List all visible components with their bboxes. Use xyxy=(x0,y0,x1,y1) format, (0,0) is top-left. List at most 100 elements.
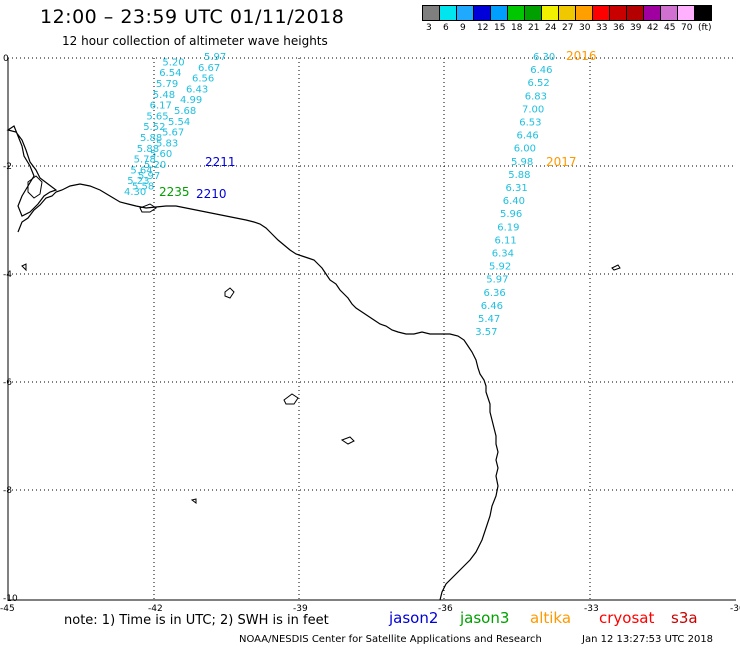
wave-height-value: 6.67 xyxy=(198,63,220,74)
latitude-label: -4 xyxy=(3,270,12,280)
scale-swatch xyxy=(456,5,473,21)
wave-height-value: 6.36 xyxy=(484,288,506,299)
wave-height-value: 5.58 xyxy=(132,182,154,193)
wave-height-value: 6.43 xyxy=(186,84,208,95)
altimeter-track-left-a: 5.97 5.20 6.67 6.54 6.56 5.79 6.43 5.48 4.99 6.17… xyxy=(124,52,226,198)
wave-height-value: 5.88 xyxy=(140,133,162,144)
scale-swatch xyxy=(677,5,694,21)
scale-swatch xyxy=(490,5,507,21)
island-coast-north xyxy=(6,125,58,217)
island-small-2 xyxy=(340,436,355,445)
scale-swatch xyxy=(626,5,643,21)
scale-label: 30 xyxy=(579,23,591,33)
pass-time-label: 2016 xyxy=(566,49,597,63)
wave-height-value: 5.97 xyxy=(486,275,508,286)
scale-swatch xyxy=(694,5,712,21)
wave-height-value: 5.65 xyxy=(146,111,168,122)
wave-height-value: 6.52 xyxy=(528,78,550,89)
island-small-4 xyxy=(21,263,27,272)
map-frame xyxy=(7,58,736,601)
longitude-label: -42 xyxy=(148,604,163,614)
scale-swatch xyxy=(524,5,541,21)
wave-height-value: 5.47 xyxy=(478,314,500,325)
scale-swatch xyxy=(660,5,677,21)
scale-label: 36 xyxy=(613,23,625,33)
wave-height-value: 5.79 xyxy=(156,79,178,90)
scale-label: 15 xyxy=(494,23,506,33)
wave-height-value: 6.17 xyxy=(150,101,172,112)
island-marajo xyxy=(27,175,43,199)
scale-label: 39 xyxy=(630,23,642,33)
coastline-brazil xyxy=(17,183,499,601)
latitude-label: -10 xyxy=(3,594,18,604)
wave-height-value: 6.53 xyxy=(519,118,541,129)
scale-label: (ft) xyxy=(698,23,712,33)
wave-height-value: 7.00 xyxy=(522,104,544,115)
latitude-label: 0 xyxy=(3,54,9,64)
scale-swatch xyxy=(609,5,626,21)
wave-height-value: 6.56 xyxy=(192,74,214,85)
latitude-label: -2 xyxy=(3,162,12,172)
scale-label: 33 xyxy=(596,23,608,33)
scale-swatch xyxy=(541,5,558,21)
wave-height-value: 5.88 xyxy=(508,170,530,181)
longitude-label: -30 xyxy=(730,604,740,614)
longitude-label: -39 xyxy=(293,604,308,614)
scale-label: 70 xyxy=(681,23,693,33)
wave-height-value: 5.54 xyxy=(168,117,190,128)
wave-height-value: 5.20 xyxy=(144,160,166,171)
wave-height-value: 5.97 xyxy=(204,52,226,63)
wave-height-value: 6.54 xyxy=(159,68,181,79)
island-rocas xyxy=(224,287,235,299)
wave-height-value: 4.30 xyxy=(124,187,146,198)
scale-label: 9 xyxy=(460,23,466,33)
satellite-legend-item: cryosat xyxy=(599,609,655,627)
scale-swatch xyxy=(558,5,575,21)
wave-height-value: 5.78 xyxy=(134,155,156,166)
scale-swatch xyxy=(575,5,592,21)
scale-label: 21 xyxy=(528,23,540,33)
scale-label: 27 xyxy=(562,23,574,33)
wave-height-value: 6.40 xyxy=(503,196,525,207)
pass-time-labels: 2016 2017 2211 2235 2210 xyxy=(159,49,597,201)
island-small-1 xyxy=(139,203,157,213)
wave-height-value: 5.92 xyxy=(489,262,511,273)
footer-note: note: 1) Time is in UTC; 2) SWH is in fe… xyxy=(64,613,329,628)
island-small-5 xyxy=(190,498,197,504)
wave-height-value: 6.46 xyxy=(517,131,539,142)
scale-label: 18 xyxy=(511,23,523,33)
wave-height-value: 5.83 xyxy=(156,138,178,149)
island-small-3 xyxy=(611,264,621,271)
credit-line: NOAA/NESDIS Center for Satellite Applica… xyxy=(239,634,542,645)
satellite-legend-item: jason2 xyxy=(389,609,439,627)
pass-time-label: 2235 xyxy=(159,185,190,199)
wave-height-value: 5.23 xyxy=(127,176,149,187)
wave-height-value: 5.52 xyxy=(143,122,165,133)
wave-height-value: 5.48 xyxy=(153,90,175,101)
color-scale xyxy=(422,5,712,21)
wave-height-value: 3.57 xyxy=(475,327,497,338)
wave-height-value: 5.68 xyxy=(174,106,196,117)
altimeter-track-right: 6.30 6.46 6.52 6.83 7.00 6.53 6.46 6.00 5.98 5.88… xyxy=(475,52,555,338)
wave-height-value: 5.96 xyxy=(500,209,522,220)
satellite-legend-item: altika xyxy=(530,609,572,627)
scale-label: 42 xyxy=(647,23,659,33)
map-title: 12:00 – 23:59 UTC 01/11/2018 xyxy=(40,6,345,28)
wave-height-value: 6.00 xyxy=(514,144,536,155)
wave-height-value: 6.31 xyxy=(506,183,528,194)
wave-height-value: 5.88 xyxy=(137,144,159,155)
pass-time-label: 2017 xyxy=(546,155,577,169)
scale-swatch xyxy=(592,5,609,21)
wave-height-value: 5.60 xyxy=(150,149,172,160)
scale-swatch xyxy=(507,5,524,21)
wave-height-value: 4.99 xyxy=(180,95,202,106)
map-subtitle: 12 hour collection of altimeter wave hei… xyxy=(62,34,328,48)
latitude-label: -8 xyxy=(3,486,12,496)
scale-label: 24 xyxy=(545,23,557,33)
scale-label: 12 xyxy=(477,23,489,33)
wave-height-value: 6.11 xyxy=(495,235,517,246)
satellite-legend-item: s3a xyxy=(671,609,698,627)
axis-labels: -45 -42 -39 -36 -33 -30 0 -2 -4 -6 -8 -10 xyxy=(0,54,740,614)
wave-height-value: 6.19 xyxy=(497,222,519,233)
